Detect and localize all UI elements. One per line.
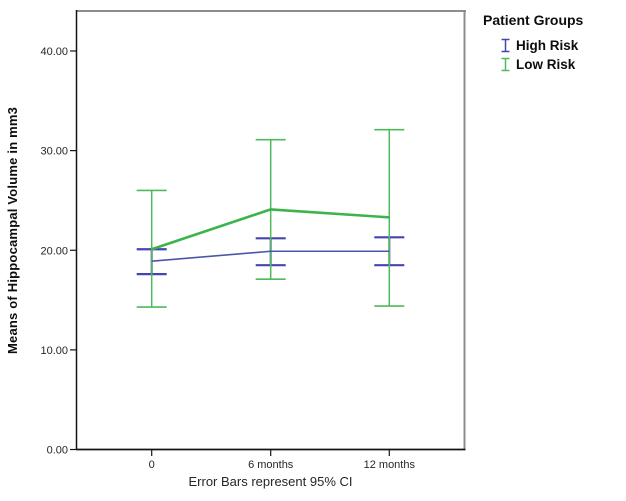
y-tick-label: 20.00 [40, 245, 68, 257]
series-line-high-risk [151, 250, 390, 263]
x-tick-label: 6 months [248, 459, 294, 471]
error-bar-symbol-high-risk-icon [501, 38, 510, 53]
x-tick-label: 12 months [364, 459, 416, 471]
y-tick-label: 0.00 [47, 445, 68, 457]
legend-label-high-risk: High Risk [516, 37, 579, 53]
legend-items: High Risk Low Risk [483, 36, 583, 74]
y-tick-label: 30.00 [40, 146, 68, 158]
error-bar-caption: Error Bars represent 95% CI [188, 474, 353, 489]
legend: Patient Groups High Risk Low Risk [483, 11, 583, 74]
y-tick-label: 10.00 [40, 345, 68, 357]
y-axis-title: Means of Hippocampal Volume in mm3 [5, 106, 20, 354]
y-tick-label: 40.00 [40, 46, 68, 58]
x-tick-label: 0 [149, 459, 155, 471]
legend-item-high-risk: High Risk [500, 36, 583, 55]
legend-item-low-risk: Low Risk [500, 55, 583, 74]
error-bar-symbol-low-risk-icon [501, 57, 510, 72]
legend-title: Patient Groups [483, 12, 584, 28]
legend-label-low-risk: Low Risk [516, 56, 576, 72]
series-line-low-risk [151, 208, 390, 251]
